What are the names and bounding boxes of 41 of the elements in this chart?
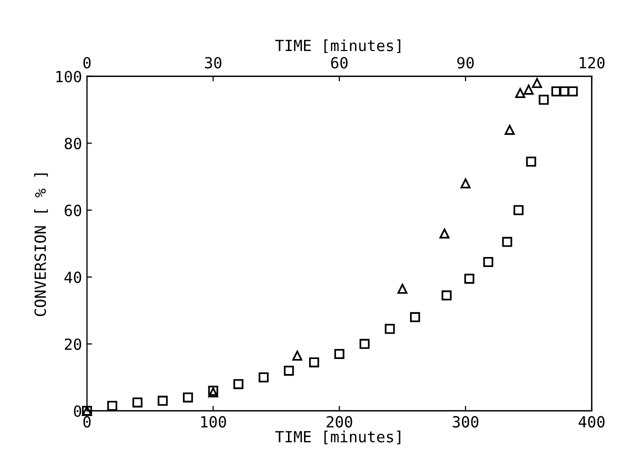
point (107, 400, 118, 411)
point (334, 348, 344, 359)
point (568, 86, 578, 96)
point (158, 396, 168, 406)
point (233, 379, 244, 390)
point (558, 86, 569, 96)
point (284, 366, 294, 376)
x2-tick-label: 60 (331, 56, 348, 69)
point (538, 94, 549, 105)
y-tick-label: 0 (74, 405, 82, 417)
point (360, 338, 370, 349)
point (309, 357, 320, 368)
y-tick-label: 60 (64, 204, 82, 216)
x2-tick-label: 120 (580, 56, 605, 69)
point (132, 397, 142, 408)
y-tick-label: 100 (56, 70, 82, 82)
point (526, 156, 536, 167)
point (551, 86, 562, 96)
point (258, 372, 269, 382)
y-axis-title: CONVERSION [ % ] (34, 173, 48, 316)
point (182, 392, 193, 402)
x2-tick-label: 0 (83, 56, 91, 69)
y-tick-label: 20 (64, 338, 82, 350)
point (464, 274, 474, 284)
point (514, 205, 524, 216)
x-axis-title: TIME [minutes] (275, 430, 400, 444)
x-tick-label: 100 (201, 416, 226, 428)
point (384, 324, 395, 334)
x2-axis-title: TIME [minutes] (275, 39, 400, 54)
point (442, 290, 452, 300)
x-tick-label: 400 (578, 416, 605, 428)
point (483, 256, 494, 267)
y-tick-label: 40 (64, 272, 82, 284)
x-tick-label: 0 (83, 416, 91, 428)
x-tick-label: 300 (452, 416, 478, 428)
x2-tick-label: 30 (205, 56, 222, 69)
point (502, 236, 512, 247)
x2-tick-label: 90 (457, 56, 474, 69)
point (410, 312, 420, 322)
y-tick-label: 80 (64, 138, 82, 150)
x-tick-label: 200 (326, 416, 352, 428)
